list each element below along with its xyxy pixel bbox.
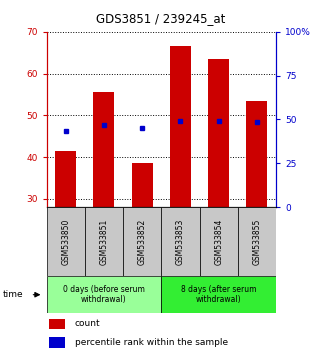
Bar (93, 92, 115, 207)
Bar (161, 276, 276, 313)
Text: 8 days (after serum
withdrawal): 8 days (after serum withdrawal) (181, 285, 256, 304)
Text: GSM533851: GSM533851 (100, 218, 108, 265)
Bar (238, 207, 276, 276)
Bar (200, 207, 238, 276)
Text: GSM533852: GSM533852 (138, 218, 147, 265)
Bar (123, 207, 161, 276)
Bar (47, 276, 161, 313)
Text: GDS3851 / 239245_at: GDS3851 / 239245_at (96, 12, 225, 25)
Bar (247, 101, 267, 207)
Text: count: count (74, 319, 100, 329)
Bar (49, 319, 65, 329)
Text: 0 days (before serum
withdrawal): 0 days (before serum withdrawal) (63, 285, 145, 304)
Bar (55, 151, 76, 207)
Bar (85, 207, 123, 276)
Bar (47, 207, 85, 276)
Bar (161, 207, 200, 276)
Bar (208, 59, 229, 207)
Bar (170, 46, 191, 207)
Bar (132, 163, 153, 207)
Text: GSM533854: GSM533854 (214, 218, 223, 265)
Text: time: time (3, 290, 24, 299)
Bar (49, 337, 65, 348)
Text: GSM533850: GSM533850 (61, 218, 70, 265)
Text: percentile rank within the sample: percentile rank within the sample (74, 338, 228, 347)
Text: GSM533855: GSM533855 (252, 218, 261, 265)
Text: GSM533853: GSM533853 (176, 218, 185, 265)
